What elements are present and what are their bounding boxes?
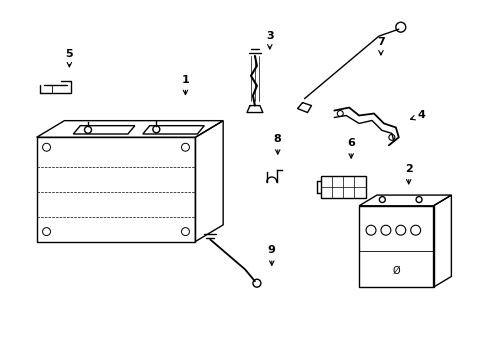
Text: 6: 6 <box>347 138 355 158</box>
Text: 2: 2 <box>405 164 413 184</box>
Text: 1: 1 <box>182 75 189 95</box>
Circle shape <box>85 126 92 133</box>
Text: 3: 3 <box>266 31 273 49</box>
Circle shape <box>379 197 385 203</box>
Text: 8: 8 <box>274 134 282 154</box>
Text: 7: 7 <box>377 37 385 55</box>
Text: 5: 5 <box>66 49 73 67</box>
Text: Ø: Ø <box>392 266 400 276</box>
Circle shape <box>153 126 160 133</box>
Text: 4: 4 <box>411 111 425 121</box>
Circle shape <box>416 197 422 203</box>
Text: 9: 9 <box>268 246 276 265</box>
